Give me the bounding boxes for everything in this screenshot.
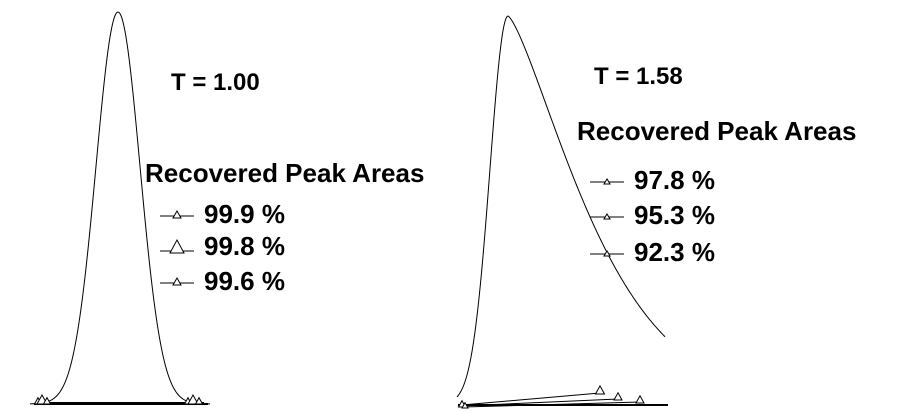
peak-curve xyxy=(29,11,211,405)
integration-marker-3 xyxy=(594,384,606,395)
legend-label-left-1: 99.9 % xyxy=(204,199,285,229)
integration-marker-5 xyxy=(187,393,199,405)
legend-entry-left-1: 99.9 % xyxy=(160,201,285,227)
legend-entry-right-2: 95.3 % xyxy=(590,202,715,228)
legend-label-right-2: 95.3 % xyxy=(634,200,715,230)
large-triangle-marker-icon xyxy=(160,238,194,254)
tailing-factor-label-right: T = 1.58 xyxy=(594,63,683,90)
tailing-factor-label-left: T = 1.00 xyxy=(171,69,260,96)
integration-marker-2 xyxy=(461,401,469,409)
legend-title-right: Recovered Peak Areas xyxy=(577,116,857,146)
integration-marker-4 xyxy=(613,391,623,401)
integration-marker-6 xyxy=(194,396,204,405)
integration-baseline-1 xyxy=(461,392,601,406)
legend-label-right-3: 92.3 % xyxy=(634,237,715,267)
small-triangle-marker-icon xyxy=(590,178,624,185)
small-triangle-marker-icon xyxy=(590,250,624,257)
symmetric-peak-panel xyxy=(29,11,211,405)
integration-marker-3 xyxy=(42,396,52,405)
legend-label-right-1: 97.8 % xyxy=(634,165,715,195)
tailing-peak-panel xyxy=(456,15,668,409)
legend-entry-left-3: 99.6 % xyxy=(160,268,285,294)
small-triangle-marker-icon xyxy=(160,209,194,219)
legend-entry-right-1: 97.8 % xyxy=(590,167,715,193)
legend-title-left: Recovered Peak Areas xyxy=(145,158,425,188)
integration-marker-5 xyxy=(635,394,645,404)
legend-entry-right-3: 92.3 % xyxy=(590,239,715,265)
legend-entry-left-2: 99.8 % xyxy=(160,233,285,259)
legend-label-left-2: 99.8 % xyxy=(204,231,285,261)
integration-baseline-3 xyxy=(462,401,641,408)
integration-baseline-2 xyxy=(461,398,619,407)
small-triangle-marker-icon xyxy=(160,276,194,286)
peak-curve xyxy=(456,15,666,398)
legend-label-left-3: 99.6 % xyxy=(204,266,285,296)
small-triangle-marker-icon xyxy=(590,213,624,220)
